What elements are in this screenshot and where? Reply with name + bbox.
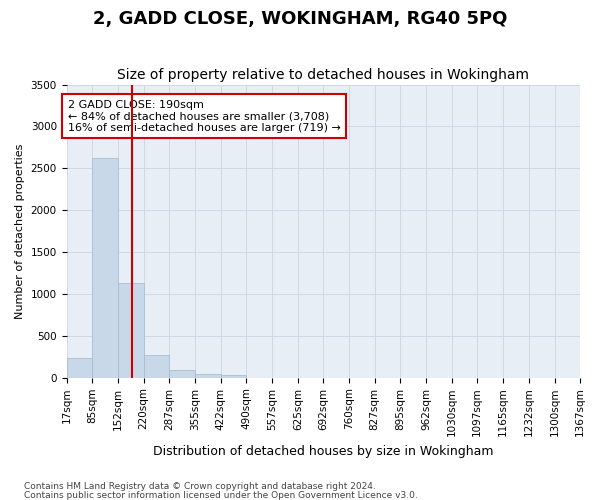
X-axis label: Distribution of detached houses by size in Wokingham: Distribution of detached houses by size … bbox=[153, 444, 494, 458]
Text: 2 GADD CLOSE: 190sqm
← 84% of detached houses are smaller (3,708)
16% of semi-de: 2 GADD CLOSE: 190sqm ← 84% of detached h… bbox=[68, 100, 341, 133]
Bar bbox=[118, 283, 144, 378]
Bar bbox=[221, 375, 247, 378]
Bar bbox=[67, 358, 92, 378]
Y-axis label: Number of detached properties: Number of detached properties bbox=[15, 144, 25, 319]
Bar bbox=[195, 374, 221, 378]
Title: Size of property relative to detached houses in Wokingham: Size of property relative to detached ho… bbox=[117, 68, 529, 82]
Text: 2, GADD CLOSE, WOKINGHAM, RG40 5PQ: 2, GADD CLOSE, WOKINGHAM, RG40 5PQ bbox=[93, 10, 507, 28]
Bar bbox=[144, 356, 169, 378]
Bar bbox=[92, 158, 118, 378]
Bar bbox=[169, 370, 195, 378]
Text: Contains HM Land Registry data © Crown copyright and database right 2024.: Contains HM Land Registry data © Crown c… bbox=[24, 482, 376, 491]
Text: Contains public sector information licensed under the Open Government Licence v3: Contains public sector information licen… bbox=[24, 490, 418, 500]
